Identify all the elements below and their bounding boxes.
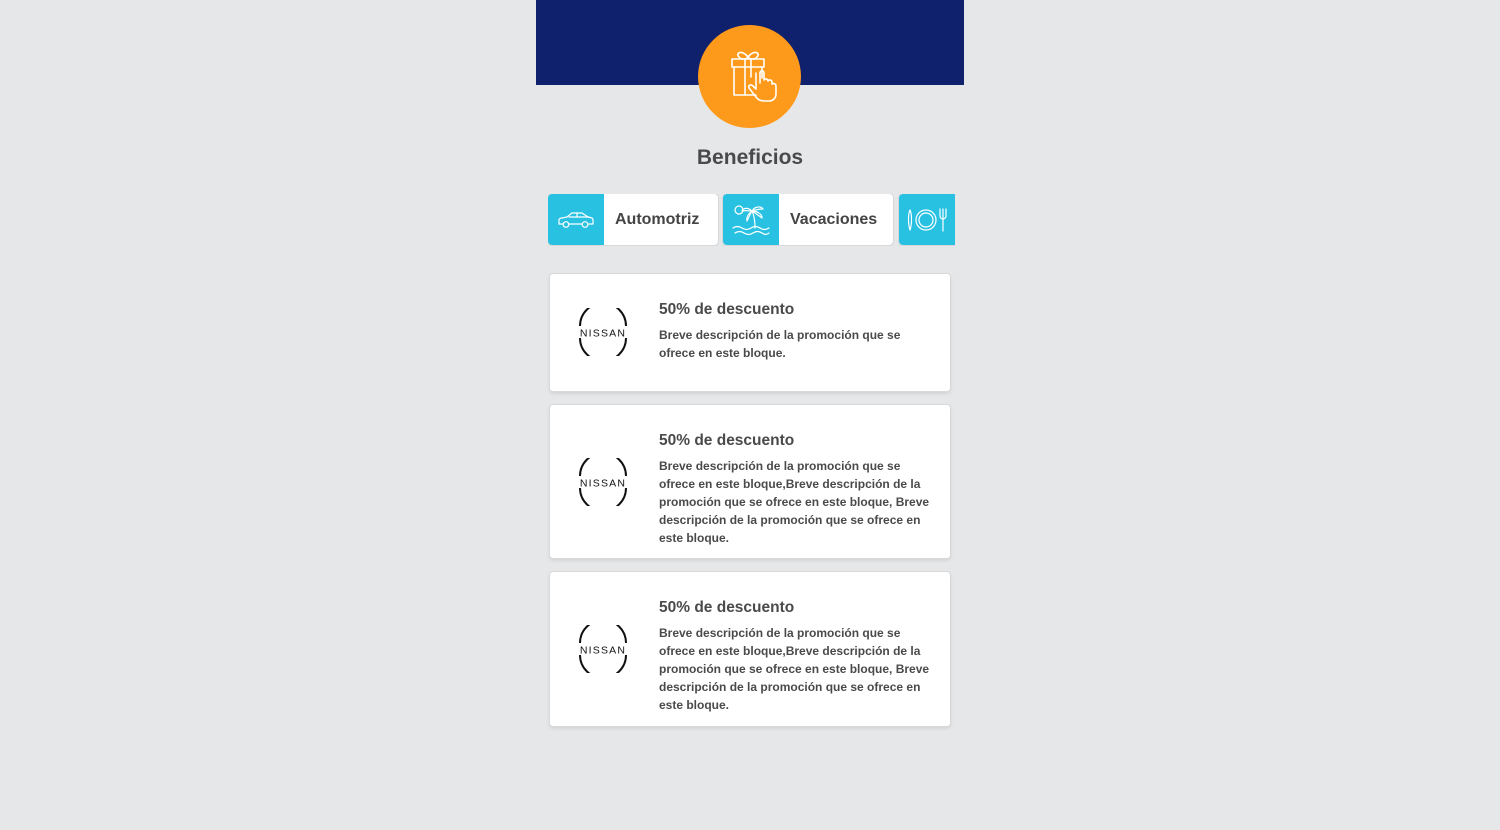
promo-title: 50% de descuento — [659, 432, 795, 449]
palm-beach-icon — [732, 204, 770, 235]
chip-icon-bg — [899, 194, 955, 245]
category-chip-restaurantes[interactable] — [899, 194, 955, 245]
promo-title: 50% de descuento — [659, 301, 795, 318]
chip-label: Vacaciones — [790, 210, 878, 228]
chip-label: Automotriz — [615, 210, 700, 228]
nissan-logo: NISSAN — [572, 302, 634, 362]
category-chip-vacaciones[interactable]: Vacaciones — [723, 194, 893, 245]
category-carousel[interactable]: Automotriz Vacaciones — [548, 194, 955, 246]
hero-badge — [698, 25, 801, 128]
promo-body: 50% de descuento Breve descripción de la… — [659, 599, 931, 714]
gift-hand-icon — [730, 51, 777, 102]
promo-card[interactable]: NISSAN 50% de descuento Breve descripció… — [550, 274, 950, 391]
promo-card[interactable]: NISSAN 50% de descuento Breve descripció… — [550, 405, 950, 558]
page-title: Beneficios — [696, 146, 804, 169]
chip-icon-bg — [548, 194, 604, 245]
promo-description: Breve descripción de la promoción que se… — [659, 626, 930, 712]
promo-title: 50% de descuento — [659, 599, 795, 616]
promo-description: Breve descripción de la promoción que se… — [659, 328, 901, 360]
benefits-screen: Beneficios Automotriz — [536, 0, 964, 830]
nissan-logo-text: NISSAN — [580, 328, 626, 340]
promo-body: 50% de descuento Breve descripción de la… — [659, 432, 931, 547]
category-chip-automotriz[interactable]: Automotriz — [548, 194, 718, 245]
nissan-logo-text: NISSAN — [580, 478, 626, 490]
chip-icon-bg — [723, 194, 779, 245]
nissan-logo-text: NISSAN — [580, 645, 626, 657]
nissan-logo: NISSAN — [572, 619, 634, 679]
promo-description: Breve descripción de la promoción que se… — [659, 459, 930, 545]
restaurant-icon — [907, 207, 947, 232]
promo-card[interactable]: NISSAN 50% de descuento Breve descripció… — [550, 572, 950, 726]
promo-body: 50% de descuento Breve descripción de la… — [659, 301, 931, 362]
nissan-logo: NISSAN — [572, 452, 634, 512]
car-icon — [558, 211, 594, 228]
